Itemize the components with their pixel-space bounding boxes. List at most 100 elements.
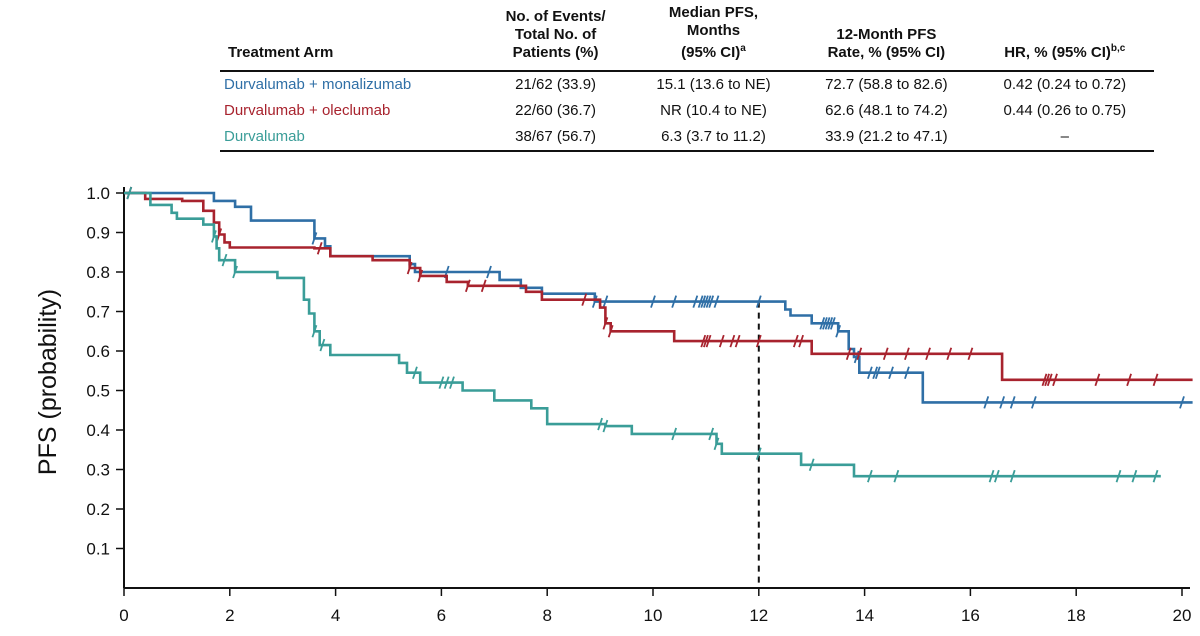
y-tick-label: 0.5	[86, 382, 110, 401]
censor-mark	[1046, 373, 1053, 387]
table-header-row: Treatment Arm No. of Events/ Total No. o…	[220, 0, 1154, 72]
censor-mark	[822, 317, 828, 330]
censor-mark	[967, 347, 974, 361]
x-tick-label: 16	[961, 606, 980, 625]
censor-mark	[729, 334, 736, 348]
censor-mark	[882, 347, 889, 361]
censor-mark	[697, 295, 704, 308]
censor-mark	[126, 186, 133, 200]
summary-table: Treatment Arm No. of Events/ Total No. o…	[220, 0, 1154, 152]
censor-mark	[316, 242, 323, 255]
censor-mark	[798, 334, 804, 348]
km-curve	[124, 191, 1161, 478]
censor-mark	[808, 458, 815, 472]
series-durvalumab-oleclumab	[124, 186, 1193, 387]
y-tick-label: 0.8	[86, 263, 110, 282]
censor-mark	[755, 447, 762, 460]
censor-mark	[867, 469, 873, 483]
series-durvalumab-monalizumab	[124, 186, 1193, 409]
censor-mark	[983, 396, 990, 409]
header-rate-line-2: Rate, % (95% CI)	[827, 44, 946, 61]
censor-mark	[993, 469, 1000, 483]
censor-mark	[888, 366, 894, 380]
header-hr-text: HR, % (95% CI)	[1004, 44, 1111, 61]
row-arm: Durvalumab	[220, 124, 482, 152]
censor-mark	[1041, 373, 1048, 387]
row-events: 21/62 (33.9)	[515, 76, 597, 93]
censor-mark	[480, 279, 487, 293]
y-tick-label: 0.1	[86, 540, 110, 559]
censor-mark	[1009, 396, 1016, 409]
censor-mark	[1179, 396, 1185, 409]
censor-mark	[417, 269, 424, 283]
row-rate: 72.7 (58.8 to 82.6)	[825, 76, 948, 93]
censor-mark	[1152, 373, 1159, 387]
censor-mark	[1126, 373, 1132, 387]
y-tick-label: 0.4	[86, 421, 110, 440]
censor-mark	[581, 293, 588, 306]
censor-mark	[713, 295, 720, 308]
row-median: NR (10.4 to NE)	[660, 102, 767, 119]
km-curve	[124, 191, 1193, 382]
series-durvalumab	[124, 186, 1161, 483]
x-tick-label: 12	[749, 606, 768, 625]
censor-mark	[703, 334, 709, 348]
censor-mark	[904, 347, 910, 361]
censor-mark	[443, 376, 450, 389]
y-tick-label: 1.0	[86, 184, 110, 203]
censor-mark	[708, 295, 715, 308]
censor-mark	[671, 295, 678, 308]
x-tick-label: 20	[1173, 606, 1192, 625]
censor-mark	[755, 334, 762, 348]
header-hazard-ratio: HR, % (95% CI)b,c	[975, 0, 1154, 72]
header-treatment-arm: Treatment Arm	[220, 0, 482, 72]
censor-mark	[946, 347, 953, 361]
row-events: 38/67 (56.7)	[481, 124, 630, 152]
row-median: 15.1 (13.6 to NE)	[656, 76, 771, 93]
censor-mark	[845, 347, 852, 361]
y-tick-label: 0.6	[86, 342, 110, 361]
x-tick-label: 6	[437, 606, 446, 625]
censor-mark	[925, 347, 931, 361]
y-tick-label: 0.3	[86, 461, 110, 480]
header-events-line-2: Total No. of	[514, 26, 597, 43]
table-row: Durvalumab + monalizumab 21/62 (33.9) 15…	[220, 71, 1154, 98]
censor-mark	[591, 295, 598, 308]
censor-mark	[988, 469, 995, 483]
y-tick-label: 0.9	[86, 224, 110, 243]
y-tick-label: 0.7	[86, 303, 110, 322]
censor-mark	[449, 376, 455, 389]
row-arm: Durvalumab + monalizumab	[224, 76, 412, 93]
censor-mark	[893, 469, 900, 483]
censor-mark	[705, 295, 712, 308]
row-hr: –	[975, 124, 1154, 152]
header-events-line-3: Patients (%)	[512, 44, 599, 61]
header-12-month-rate: 12-Month PFS Rate, % (95% CI)	[797, 0, 976, 72]
censor-mark	[311, 232, 318, 245]
table-row: Durvalumab 38/67 (56.7) 6.3 (3.7 to 11.2…	[220, 124, 1154, 152]
censor-mark	[755, 295, 762, 308]
x-tick-label: 14	[855, 606, 874, 625]
row-arm: Durvalumab + oleclumab	[224, 102, 391, 119]
censor-mark	[597, 417, 603, 431]
censor-mark	[1131, 469, 1138, 483]
table-row: Durvalumab + oleclumab 22/60 (36.7) NR (…	[220, 98, 1154, 124]
km-curve	[124, 191, 1193, 404]
censor-mark	[671, 427, 678, 441]
censor-mark	[700, 334, 707, 348]
row-rate: 62.6 (48.1 to 74.2)	[825, 102, 948, 119]
censor-mark	[232, 265, 238, 279]
censor-mark	[713, 437, 720, 451]
censor-mark	[607, 324, 614, 338]
censor-mark	[1031, 396, 1037, 409]
row-hr: 0.42 (0.24 to 0.72)	[1003, 76, 1127, 93]
censor-mark	[602, 295, 609, 308]
censor-mark	[311, 324, 318, 338]
x-tick-label: 18	[1067, 606, 1086, 625]
x-tick-label: 4	[331, 606, 340, 625]
censor-mark	[703, 295, 709, 308]
header-events: No. of Events/ Total No. of Patients (%)	[481, 0, 630, 72]
censor-mark	[1009, 469, 1016, 483]
chart-axes: 0.1 0.2 0.3 0.4 0.5 0.6 0.7 0.8 0.9 1.0 0 2 4 6 8 10 12 1…	[86, 184, 1191, 625]
km-chart: 0.1 0.2 0.3 0.4 0.5 0.6 0.7 0.8 0.9 1.0 0 2 4 6 8 10 12 1…	[34, 184, 1193, 625]
